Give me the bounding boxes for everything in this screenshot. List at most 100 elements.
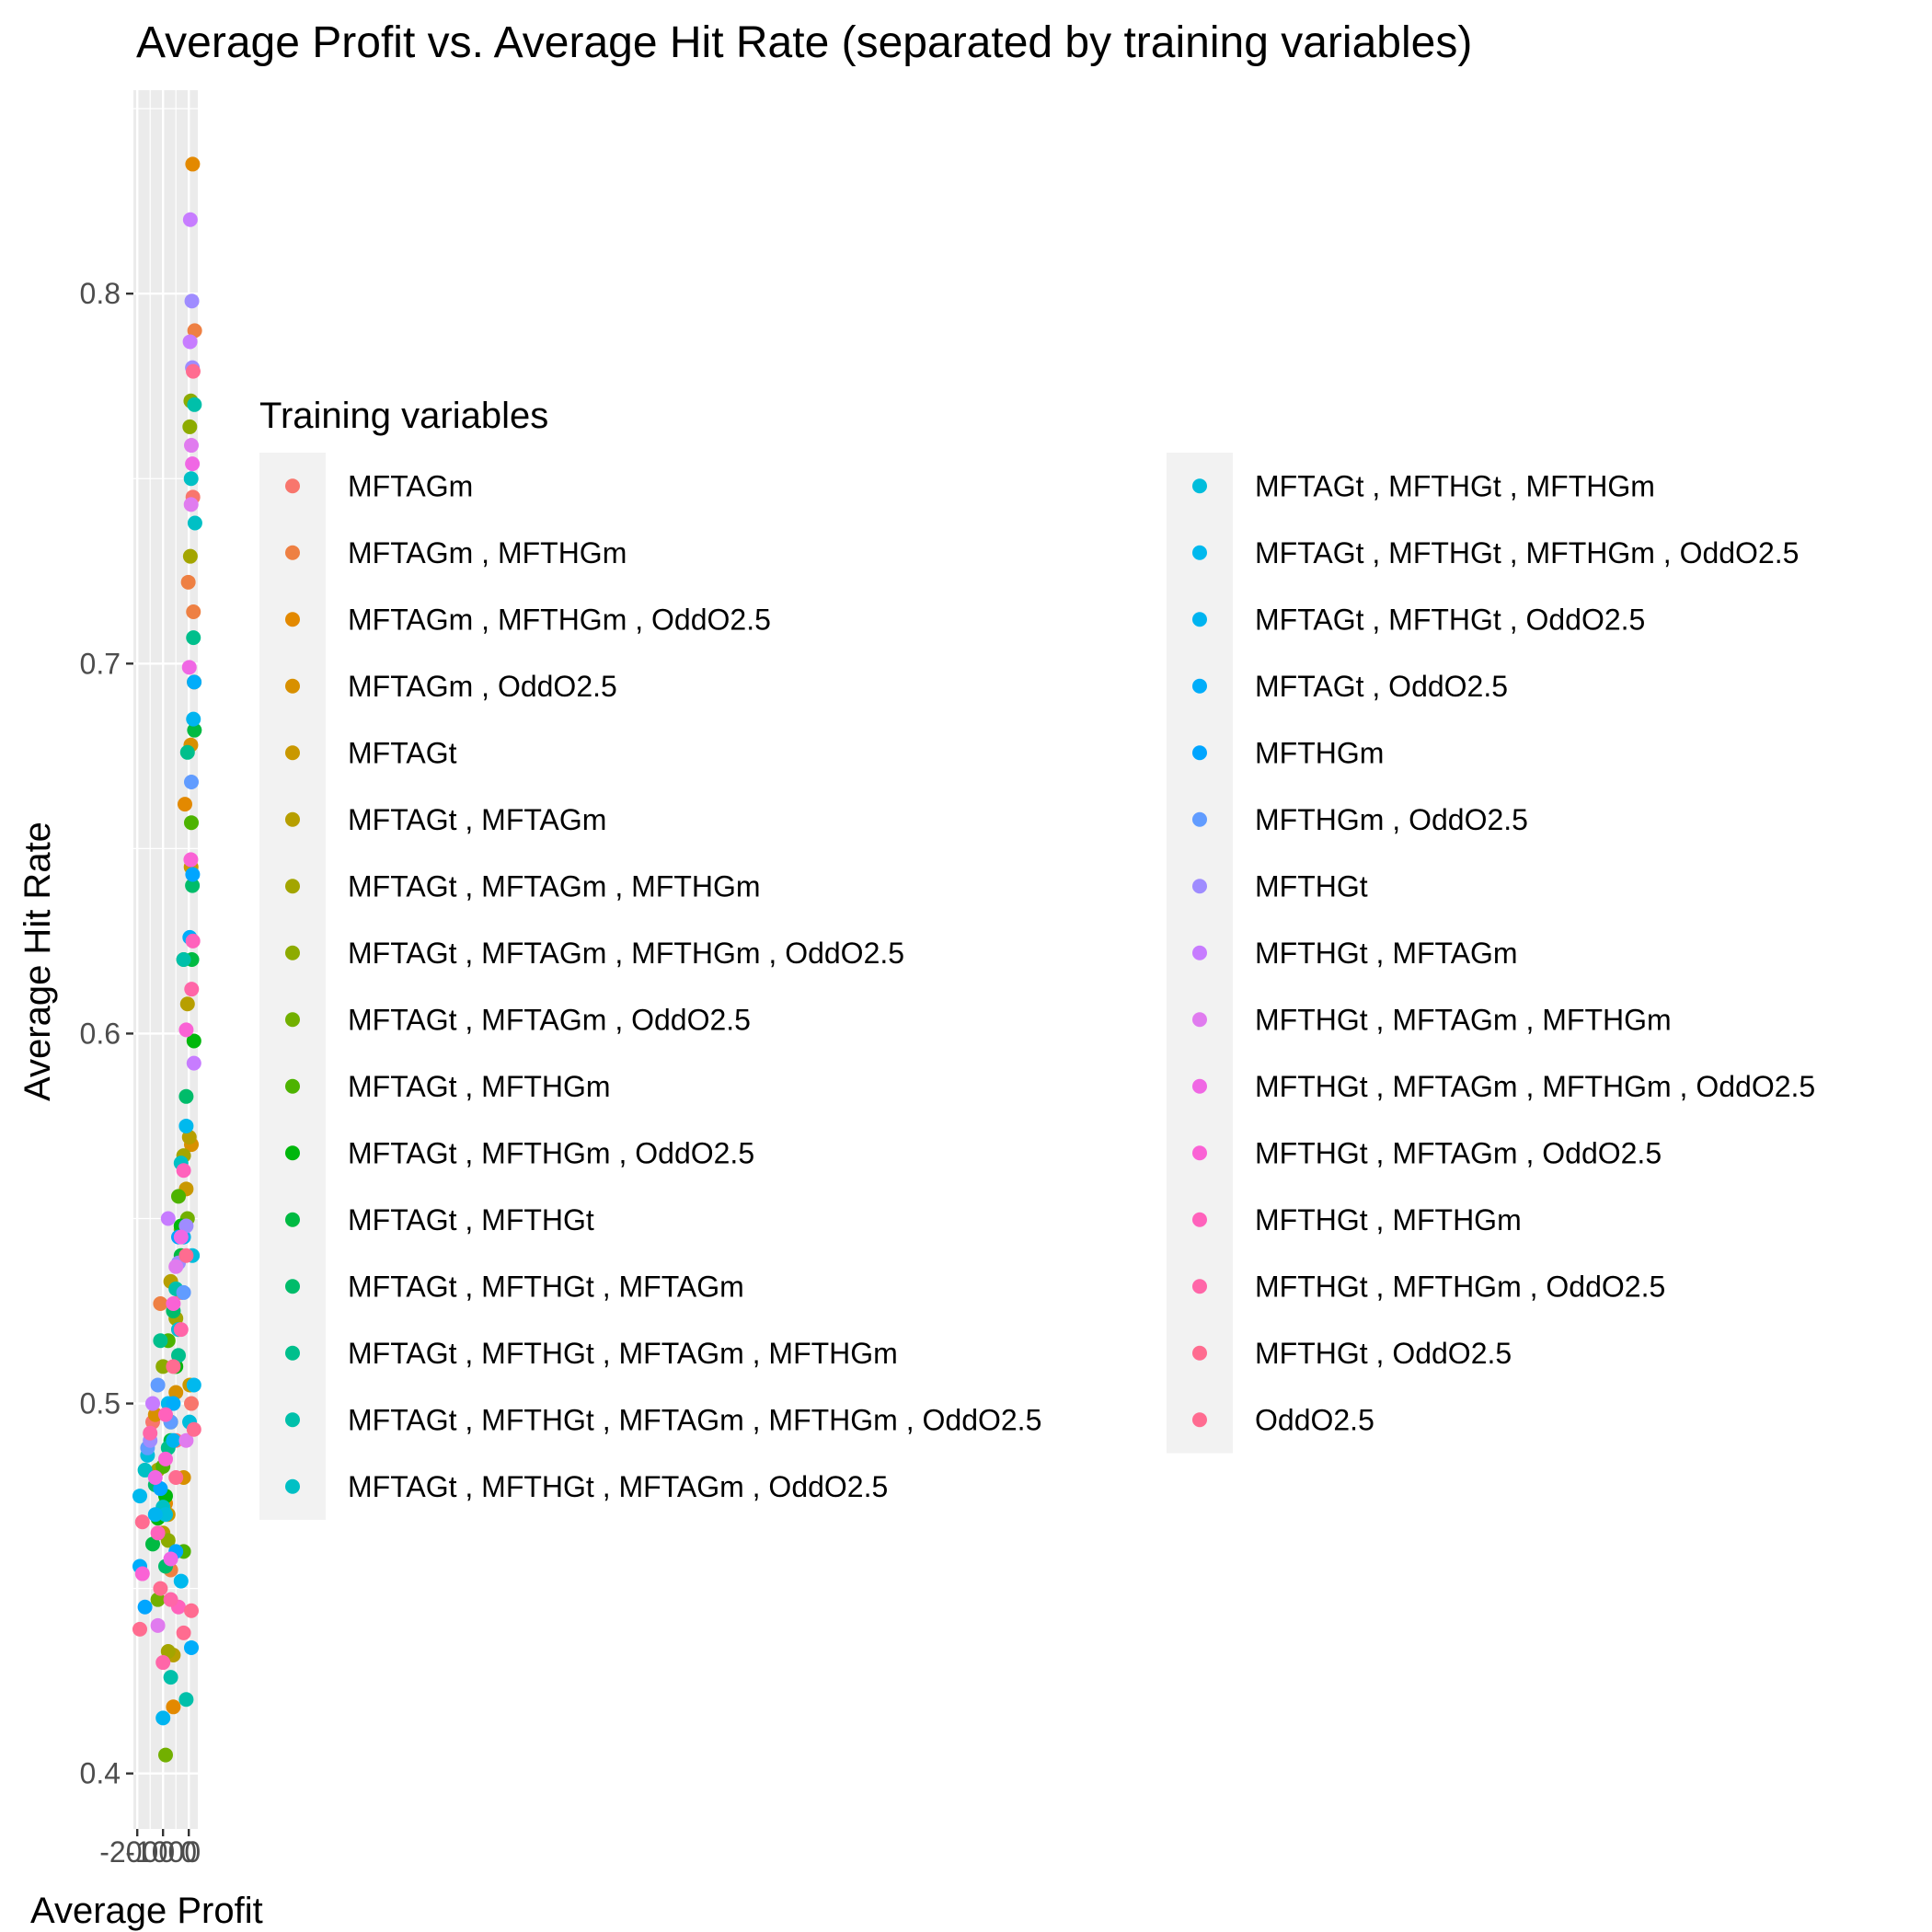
data-point bbox=[182, 548, 198, 564]
legend-key bbox=[1192, 1012, 1207, 1028]
legend-key bbox=[285, 612, 300, 627]
data-point bbox=[185, 456, 201, 472]
data-point bbox=[153, 1333, 168, 1349]
data-point bbox=[186, 1421, 201, 1437]
data-point bbox=[178, 1022, 194, 1038]
legend-label: MFTHGm , OddO2.5 bbox=[1255, 803, 1528, 836]
data-point bbox=[183, 497, 199, 512]
legend-label: MFTHGt , MFTHGm , OddO2.5 bbox=[1255, 1270, 1665, 1303]
data-point bbox=[185, 933, 201, 949]
data-point bbox=[186, 1033, 201, 1049]
data-point bbox=[132, 1621, 147, 1637]
data-point bbox=[137, 1599, 153, 1615]
legend: MFTAGm MFTAGm , MFTHGm MFTAGm , MFTHGm , O… bbox=[259, 453, 1815, 1520]
chart-title: Average Profit vs. Average Hit Rate (sep… bbox=[136, 18, 1472, 67]
data-point bbox=[166, 1396, 181, 1411]
data-point bbox=[182, 212, 198, 227]
legend-key bbox=[1192, 1345, 1207, 1361]
legend-label: MFTAGt , MFTHGt , OddO2.5 bbox=[1255, 603, 1645, 636]
legend-label: MFTAGt , MFTAGm , MFTHGm , OddO2.5 bbox=[348, 937, 904, 970]
legend-key bbox=[285, 745, 300, 761]
data-point bbox=[186, 604, 201, 619]
legend-label: MFTAGt bbox=[348, 736, 457, 769]
legend-label: MFTHGt , MFTAGm , MFTHGm , OddO2.5 bbox=[1255, 1070, 1815, 1103]
legend-key bbox=[285, 478, 300, 494]
x-axis-title: Average Profit bbox=[30, 1891, 263, 1931]
data-point bbox=[153, 1481, 168, 1497]
data-point bbox=[155, 1710, 171, 1726]
legend-label: MFTAGt , MFTAGm , OddO2.5 bbox=[348, 1003, 751, 1036]
legend-key bbox=[1192, 1078, 1207, 1094]
data-point bbox=[184, 815, 199, 831]
legend-label: MFTAGm , MFTHGm bbox=[348, 536, 627, 569]
legend-key-background bbox=[259, 453, 326, 1520]
x-tick-label: -2000 bbox=[99, 1835, 175, 1869]
data-point bbox=[187, 674, 202, 690]
legend-key bbox=[285, 811, 300, 827]
y-axis: 0.4 0.5 0.6 0.7 0.8 bbox=[80, 277, 133, 1790]
data-point bbox=[186, 1377, 201, 1393]
legend-label: MFTHGt , MFTAGm , OddO2.5 bbox=[1255, 1136, 1662, 1169]
legend-key bbox=[1192, 879, 1207, 894]
data-point bbox=[166, 1359, 181, 1374]
legend-key bbox=[1192, 1412, 1207, 1428]
legend-key bbox=[285, 1279, 300, 1294]
legend-label: MFTAGt , MFTHGt , MFTAGm , MFTHGm bbox=[348, 1337, 898, 1370]
data-point bbox=[187, 722, 202, 738]
data-point bbox=[176, 1625, 191, 1640]
data-point bbox=[176, 1284, 191, 1300]
legend-label: MFTAGm bbox=[348, 469, 473, 502]
data-point bbox=[155, 1359, 171, 1374]
data-point bbox=[147, 1469, 163, 1485]
legend-key bbox=[1192, 745, 1207, 761]
data-point bbox=[166, 1432, 181, 1448]
data-point bbox=[150, 1377, 166, 1393]
legend-key bbox=[285, 1145, 300, 1161]
data-point bbox=[183, 471, 199, 487]
data-point bbox=[184, 1396, 199, 1411]
data-point bbox=[184, 1639, 199, 1655]
legend-label: MFTAGt , MFTAGm bbox=[348, 803, 606, 836]
legend-key bbox=[285, 1012, 300, 1028]
data-point bbox=[150, 1617, 166, 1633]
data-point bbox=[181, 660, 197, 675]
data-point bbox=[179, 996, 195, 1012]
data-point bbox=[134, 1514, 150, 1530]
y-axis-title: Average Hit Rate bbox=[17, 822, 58, 1101]
data-point bbox=[185, 156, 201, 172]
legend-label: MFTHGt , MFTHGm bbox=[1255, 1203, 1522, 1236]
data-point bbox=[160, 1211, 176, 1226]
y-tick-label: 0.4 bbox=[80, 1757, 121, 1790]
data-point bbox=[182, 334, 198, 350]
y-tick-label: 0.6 bbox=[80, 1017, 121, 1050]
data-point bbox=[178, 1432, 194, 1448]
data-point bbox=[186, 711, 201, 727]
data-point bbox=[173, 1229, 189, 1245]
legend-label: MFTAGm , MFTHGm , OddO2.5 bbox=[348, 603, 771, 636]
legend-key bbox=[1192, 545, 1207, 560]
data-point bbox=[181, 1130, 197, 1145]
legend-key bbox=[1192, 612, 1207, 627]
y-tick-label: 0.7 bbox=[80, 647, 121, 680]
legend-label: MFTAGt , MFTHGt , MFTAGm , OddO2.5 bbox=[348, 1470, 888, 1503]
data-point bbox=[145, 1396, 160, 1411]
data-point bbox=[160, 1643, 176, 1659]
data-point bbox=[184, 293, 200, 309]
legend-key bbox=[1192, 945, 1207, 960]
legend-label: MFTAGt , MFTAGm , MFTHGm bbox=[348, 869, 761, 903]
data-point bbox=[187, 515, 202, 531]
data-point bbox=[176, 1163, 191, 1179]
legend-label: MFTAGt , MFTHGt , MFTAGm , MFTHGm , OddO… bbox=[348, 1403, 1041, 1436]
legend-key bbox=[285, 1078, 300, 1094]
data-point bbox=[185, 878, 201, 893]
legend-key bbox=[285, 1478, 300, 1494]
data-point bbox=[147, 1407, 163, 1422]
data-point bbox=[171, 1189, 186, 1204]
legend-key bbox=[285, 1412, 300, 1428]
data-point bbox=[173, 1573, 189, 1589]
legend-label: MFTAGt , OddO2.5 bbox=[1255, 670, 1508, 703]
data-point bbox=[168, 1469, 184, 1485]
data-point bbox=[158, 1747, 173, 1763]
